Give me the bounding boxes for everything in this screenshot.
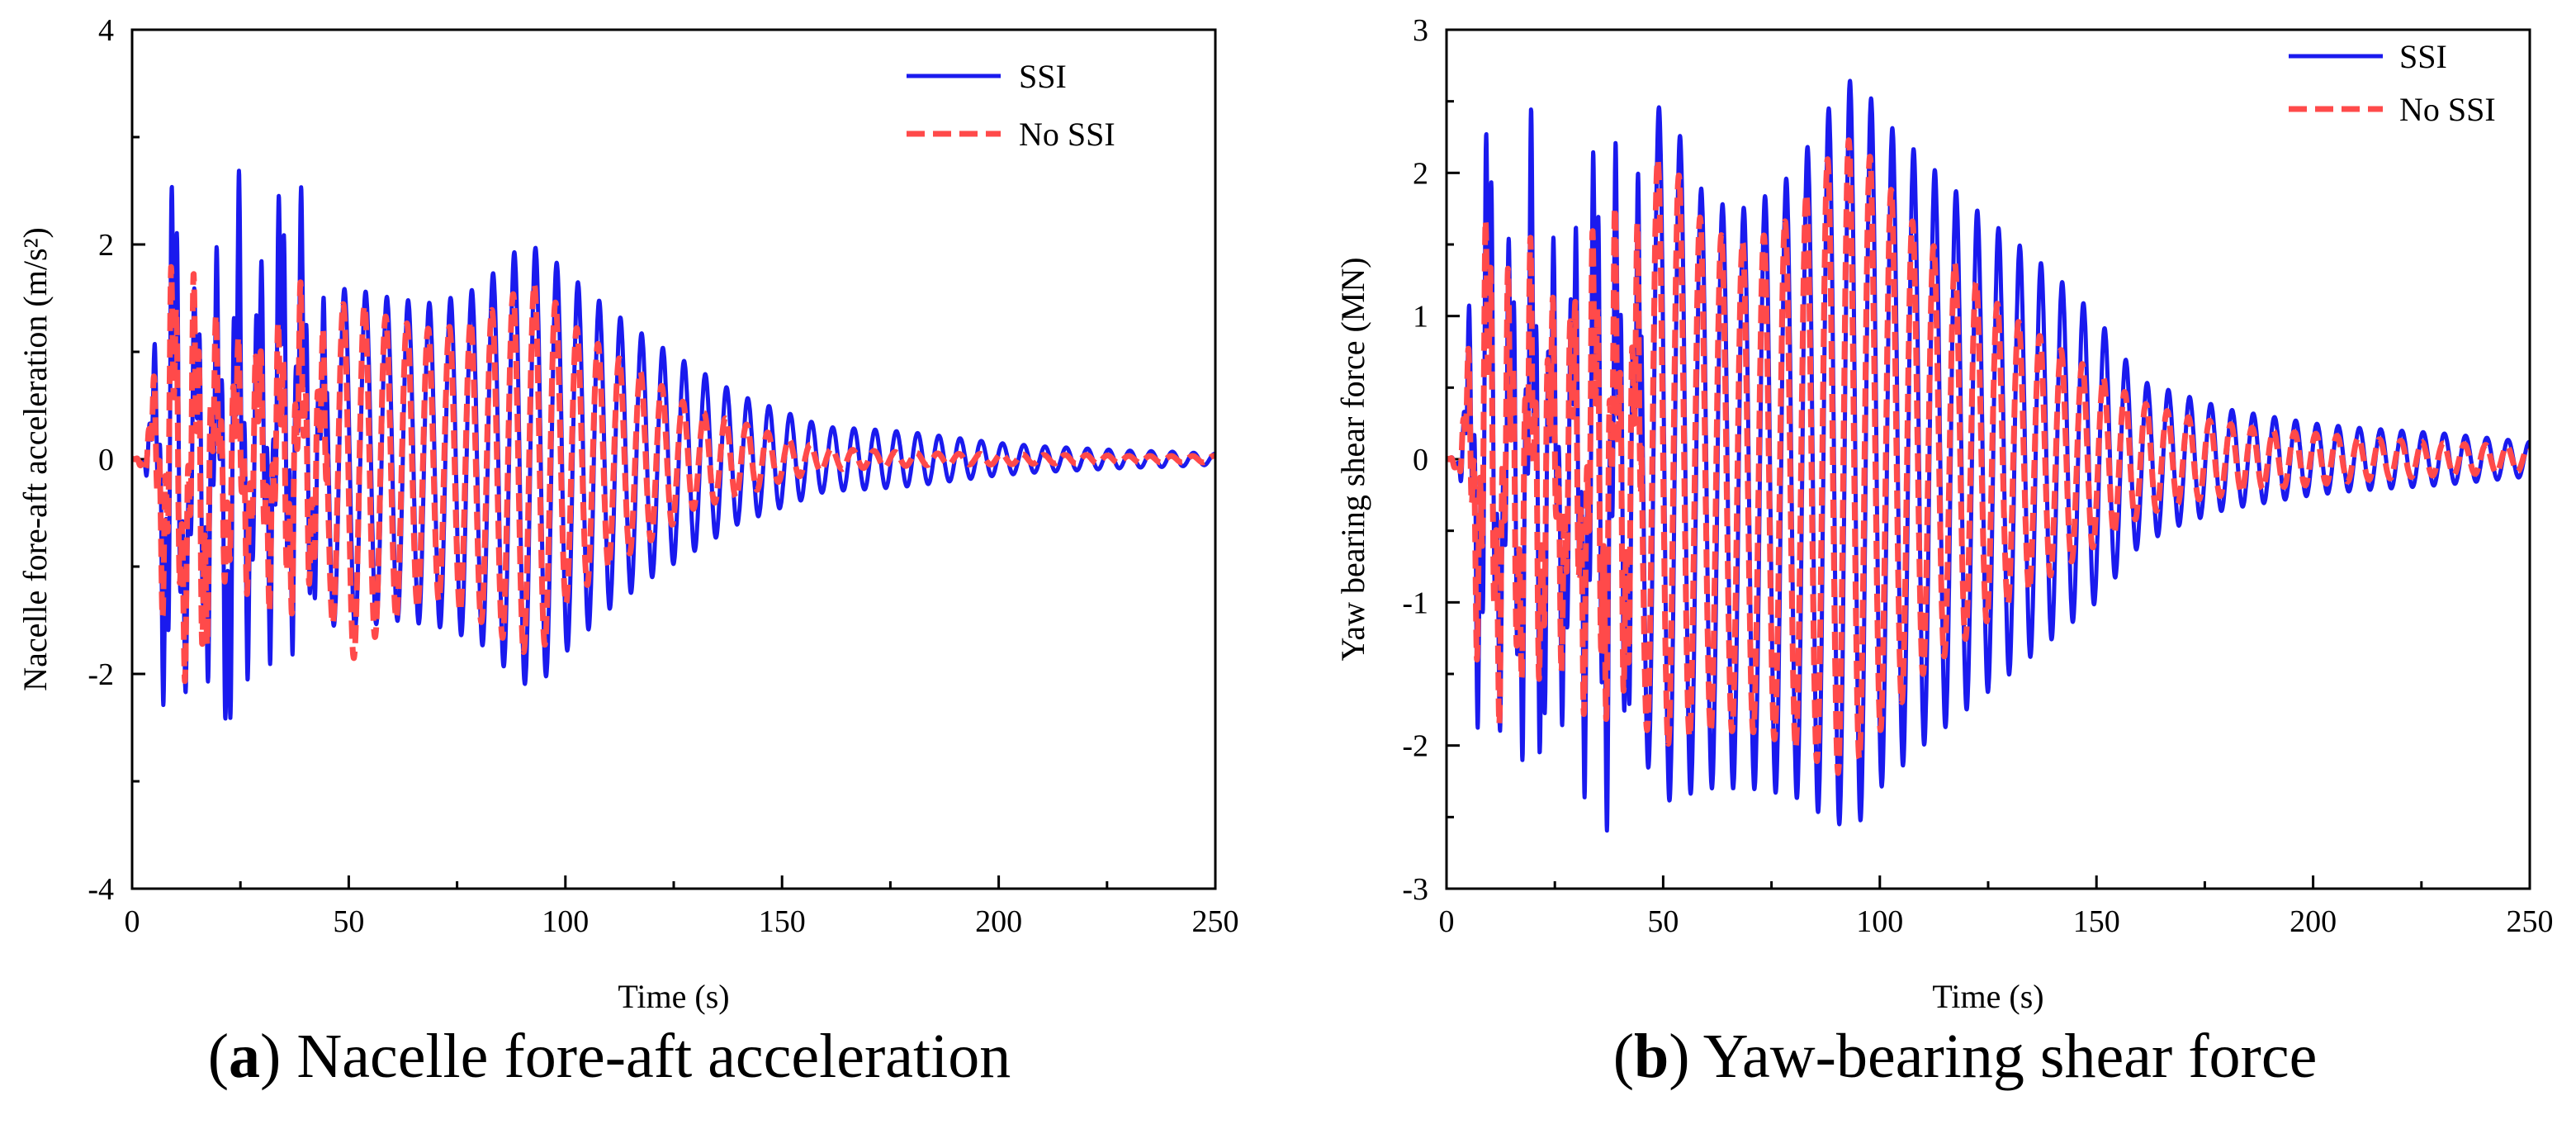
x-tick-label: 250 [2507,904,2554,939]
y-axis-title: Nacelle fore-aft acceleration (m/s²) [17,227,54,691]
plot-area-frame [1445,28,2531,890]
x-tick-label: 100 [542,904,589,939]
legend-no-ssi-label: No SSI [2399,91,2496,128]
chart-panel-a: 0 50 100 150 200 250 -4 -2 0 2 4 Time (s) Nacelle… [17,13,1239,1015]
x-axis-title: Time (s) [618,978,729,1015]
x-tick-label: 200 [975,904,1022,939]
y-tick-label: 4 [98,13,114,48]
y-tick-label: 2 [98,228,114,263]
x-tick-label: 50 [333,904,364,939]
x-tick-label: 100 [1856,904,1903,939]
y-tick-label: 3 [1413,13,1428,48]
x-tick-label: 150 [759,904,806,939]
y-tick-labels: -4 -2 0 2 4 [88,13,114,907]
x-tick-label: 150 [2073,904,2120,939]
y-tick-label: -3 [1402,872,1428,907]
legend-no-ssi-label: No SSI [1019,116,1115,153]
y-tick-label: 1 [1413,300,1428,334]
y-axis-title: Yaw bearing shear force (MN) [1334,257,1371,661]
caption-text: Nacelle fore-aft acceleration [296,1022,1011,1091]
legend: SSI No SSI [2289,38,2496,128]
x-tick-labels: 0 50 100 150 200 250 [1439,904,2554,939]
chart-panel-b: 0 50 100 150 200 250 -3 -2 -1 0 1 2 3 Time (s) Yaw … [1334,13,2554,1015]
caption-panel-b: (b) Yaw-bearing shear force [1612,1022,2318,1091]
y-tick-label: -1 [1402,586,1428,620]
y-tick-labels: -3 -2 -1 0 1 2 3 [1402,13,1428,907]
caption-text: Yaw-bearing shear force [1702,1022,2318,1091]
x-tick-label: 0 [1439,904,1455,939]
no-ssi-series-line [132,263,1215,685]
x-tick-label: 250 [1192,904,1239,939]
caption-letter: b [1634,1022,1669,1091]
legend: SSI No SSI [907,58,1115,153]
y-tick-label: -4 [88,872,114,907]
plot-area-frame [130,28,1217,890]
x-tick-label: 50 [1647,904,1679,939]
caption-panel-a: (a) Nacelle fore-aft acceleration [207,1022,1011,1091]
y-tick-label: 0 [1413,443,1428,477]
y-tick-label: -2 [1402,729,1428,764]
x-tick-labels: 0 50 100 150 200 250 [125,904,1239,939]
x-tick-label: 200 [2290,904,2337,939]
x-axis-title: Time (s) [1932,978,2043,1015]
legend-ssi-label: SSI [2399,38,2447,75]
caption-letter: a [229,1022,261,1091]
legend-ssi-label: SSI [1019,58,1067,95]
y-tick-label: 0 [98,443,114,477]
y-tick-label: 2 [1413,156,1428,191]
x-tick-label: 0 [125,904,140,939]
no-ssi-series-line [1447,137,2530,776]
y-tick-label: -2 [88,657,114,692]
